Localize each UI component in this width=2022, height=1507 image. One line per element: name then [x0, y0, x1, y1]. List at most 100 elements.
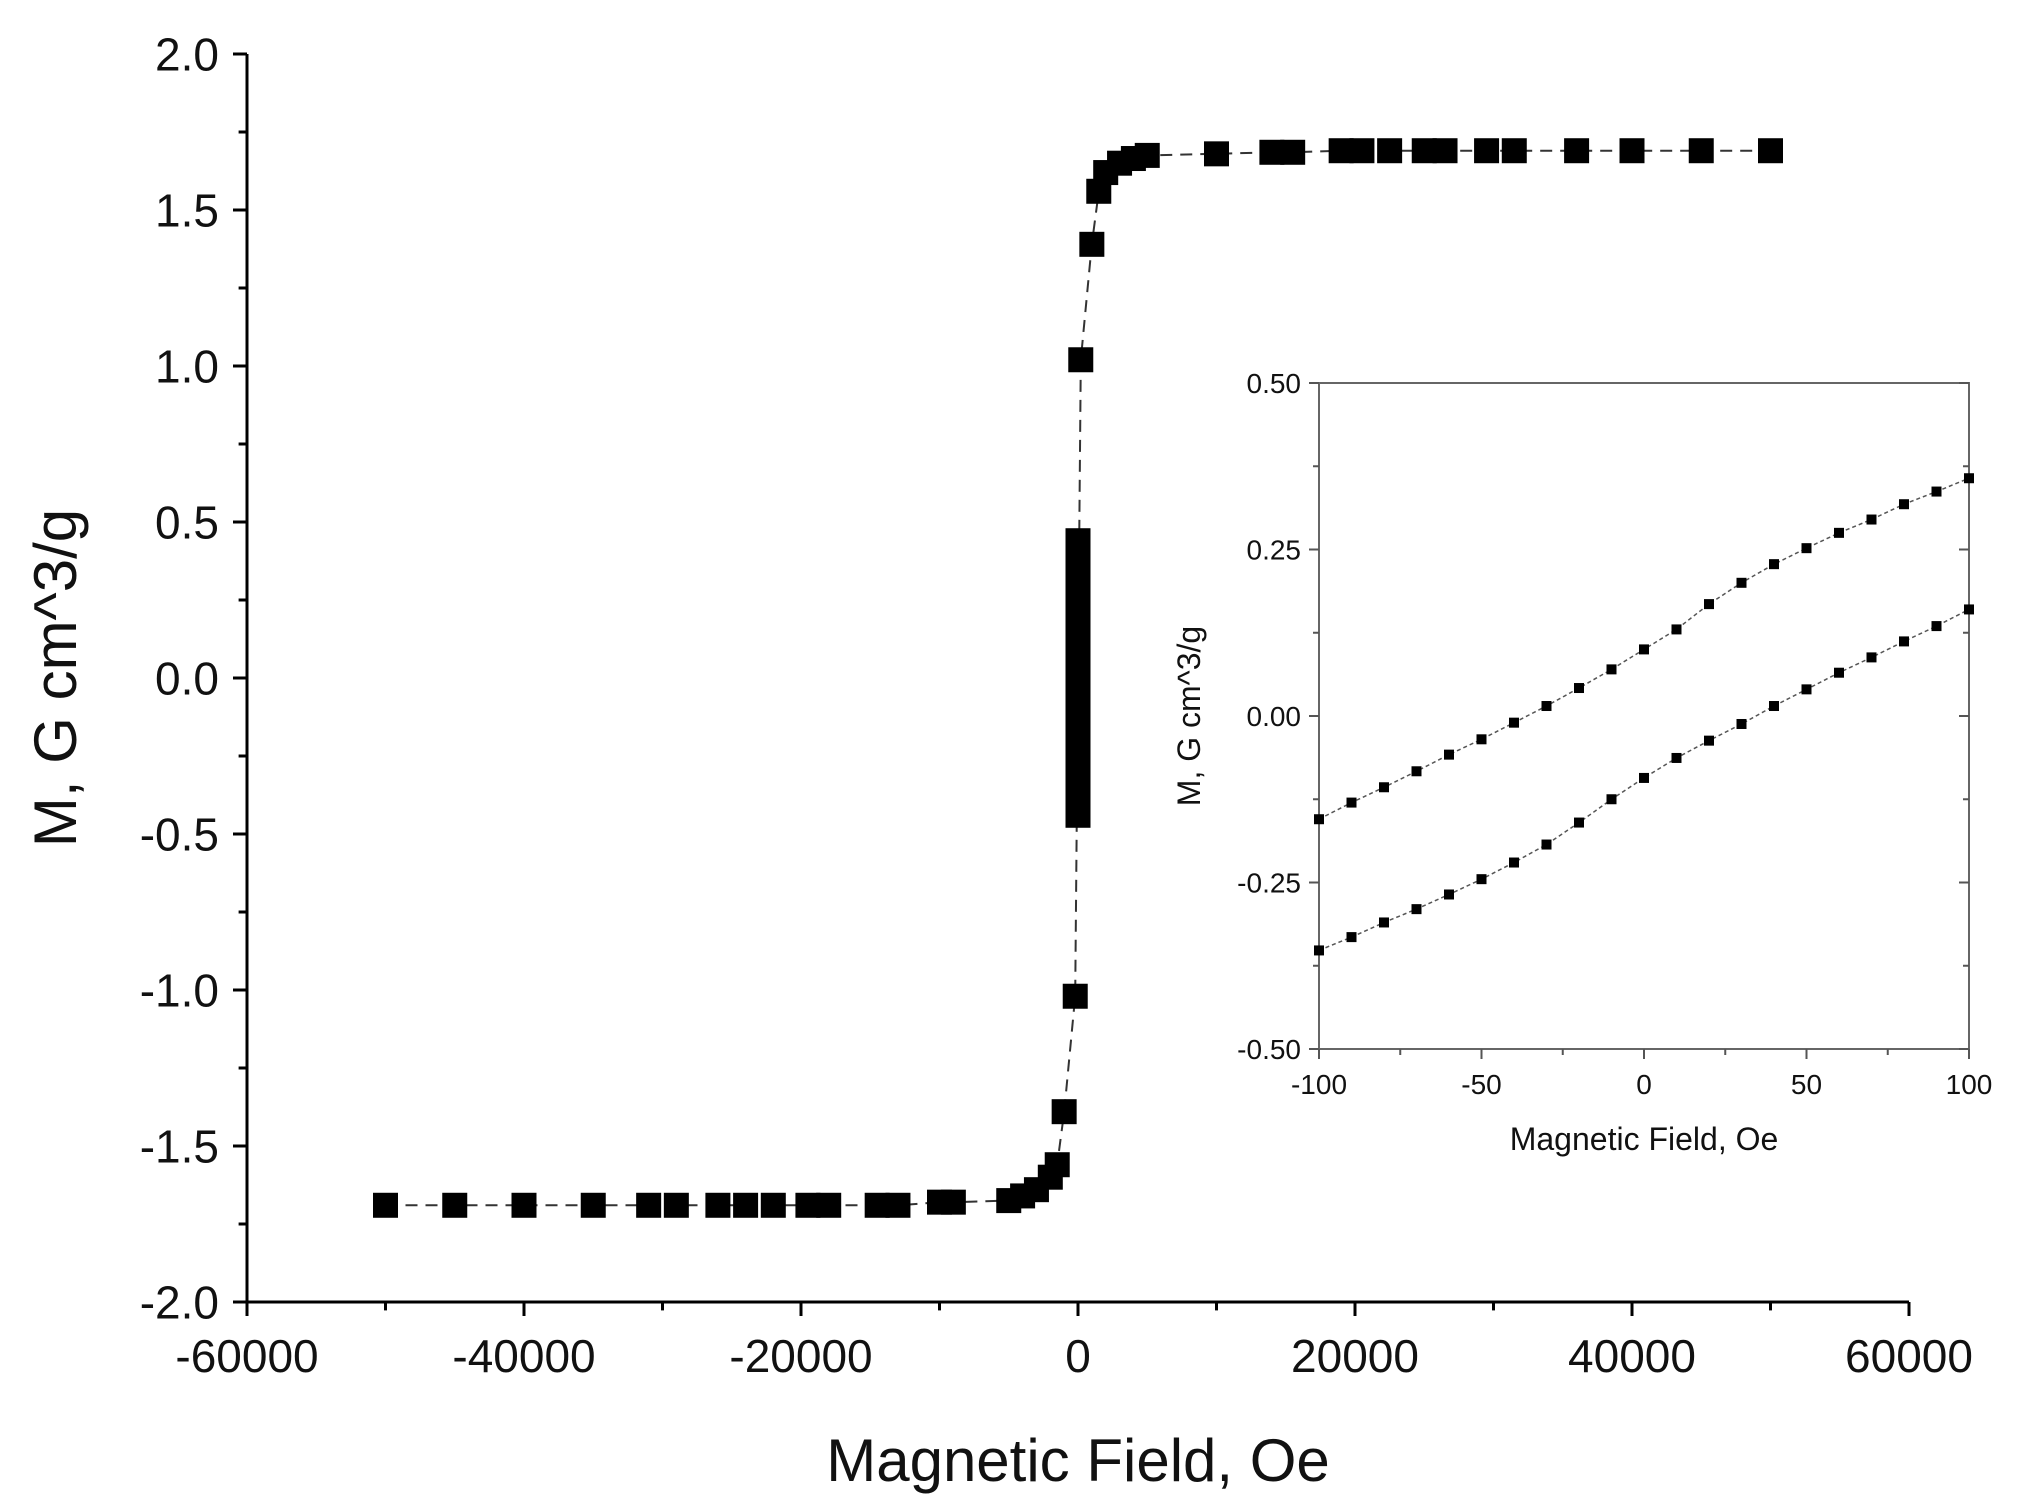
main-y-tick-label: 2.0 [155, 29, 219, 81]
inset-x-tick-label: 0 [1636, 1069, 1652, 1100]
inset-data-point [1379, 917, 1389, 928]
inset-data-point [1444, 749, 1454, 760]
inset-ticks: -100 -50 0 50 100 -0.50 -0.25 0.00 0.25 0.50 [1237, 368, 1992, 1100]
main-y-tick-label: -1.0 [140, 965, 219, 1017]
inset-data-point [1346, 797, 1357, 808]
inset-data-point [1314, 814, 1324, 825]
inset-data-point [1671, 624, 1682, 635]
inset-data-point [1931, 486, 1942, 497]
main-y-tick-label: 0.5 [155, 497, 219, 549]
main-data-point [705, 1192, 731, 1218]
inset-data-point [1866, 652, 1877, 663]
main-data-point [511, 1192, 537, 1218]
main-data-point [580, 1192, 606, 1218]
main-data-point [1377, 138, 1403, 164]
main-x-tick-label: 40000 [1568, 1330, 1696, 1382]
inset-data-point [1541, 701, 1552, 712]
inset-data-point [1476, 734, 1487, 745]
inset-y-axis-label: M, G cm^3/g [1171, 626, 1207, 806]
inset-data-point [1834, 527, 1844, 538]
inset-y-tick-label: -0.25 [1237, 868, 1301, 899]
main-y-tick-label: 1.5 [155, 185, 219, 237]
main-data-point [636, 1192, 662, 1218]
inset-data-point [1704, 735, 1714, 746]
inset-data-point [1346, 932, 1357, 943]
inset-data-point [1801, 684, 1812, 695]
main-data-point [760, 1192, 786, 1218]
inset-markers [1314, 473, 1974, 956]
main-data-point [733, 1192, 759, 1218]
main-data-point [1474, 138, 1500, 164]
main-data-point [1065, 665, 1091, 691]
inset-data-point [1314, 945, 1324, 956]
inset-data-point [1736, 577, 1747, 588]
main-data-point [816, 1192, 842, 1218]
main-data-point [1204, 141, 1229, 167]
inset-data-point [1509, 857, 1519, 868]
inset-data-point [1411, 904, 1422, 915]
inset-x-tick-label: -50 [1461, 1069, 1501, 1100]
inset-y-tick-label: -0.50 [1237, 1034, 1301, 1065]
inset-data-point [1379, 782, 1389, 793]
inset-data-point [1541, 839, 1552, 850]
main-data-point [1758, 138, 1783, 164]
main-x-tick-label: -20000 [729, 1330, 872, 1382]
main-data-point [1051, 1099, 1077, 1125]
inset-data-point [1574, 817, 1584, 828]
main-data-point [1501, 138, 1527, 164]
inset-data-point [1639, 772, 1649, 783]
inset-data-point [1411, 766, 1422, 777]
main-y-tick-label: -2.0 [140, 1277, 219, 1329]
main-data-point [1044, 1152, 1070, 1178]
main-y-tick-label: -1.5 [140, 1121, 219, 1173]
inset-data-point [1639, 644, 1649, 655]
inset-y-tick-label: 0.00 [1247, 701, 1302, 732]
main-y-tick-label: 0.0 [155, 653, 219, 705]
inset-data-point [1769, 559, 1779, 570]
inset-data-point [1736, 718, 1747, 729]
main-y-tick-label: -0.5 [140, 809, 219, 861]
main-data-point [1619, 138, 1645, 164]
inset-frame [1318, 382, 1970, 1050]
main-x-tick-label: -60000 [175, 1330, 318, 1382]
main-data-point [1065, 802, 1091, 828]
inset-x-tick-label: -100 [1291, 1069, 1347, 1100]
main-data-point [442, 1192, 468, 1218]
inset-x-tick-label: 100 [1946, 1069, 1993, 1100]
inset-data-point [1964, 604, 1974, 615]
inset-data-point [1606, 664, 1617, 675]
inset-data-point [1899, 499, 1909, 510]
inset-data-point [1899, 636, 1909, 647]
main-data-point [1564, 138, 1590, 164]
main-data-point [1068, 347, 1094, 373]
inset-data-point [1509, 717, 1519, 728]
main-y-axis-label: M, G cm^3/g [22, 509, 89, 847]
main-x-tick-label: -40000 [452, 1330, 595, 1382]
main-data-point [1280, 139, 1306, 165]
inset-data-point [1931, 621, 1942, 632]
main-markers [373, 138, 1783, 1218]
main-plot: -60000 -40000 -20000 0 20000 40000 60000 -2.0 -1… [22, 29, 1973, 1494]
inset-data-point [1834, 667, 1844, 678]
main-data-point [885, 1192, 911, 1218]
main-data-point [373, 1192, 398, 1218]
main-x-tick-label: 60000 [1845, 1330, 1973, 1382]
main-data-point [1079, 231, 1105, 257]
inset-y-tick-label: 0.25 [1247, 535, 1302, 566]
inset-data-point [1574, 683, 1584, 694]
inset-data-point [1444, 889, 1454, 900]
inset-data-point [1801, 543, 1812, 554]
inset-data-point [1964, 473, 1974, 484]
main-ticks: -60000 -40000 -20000 0 20000 40000 60000 -2.0 -1… [140, 29, 1973, 1382]
main-data-point [1432, 138, 1458, 164]
main-x-tick-label: 0 [1065, 1330, 1091, 1382]
main-y-tick-label: 1.0 [155, 341, 219, 393]
main-data-point [940, 1189, 966, 1215]
inset-data-point [1476, 874, 1487, 885]
inset-data-point [1671, 752, 1682, 763]
main-x-axis-label: Magnetic Field, Oe [826, 1427, 1330, 1494]
main-data-point [1065, 634, 1091, 660]
inset-plot: -100 -50 0 50 100 -0.50 -0.25 0.00 0.25 0.50 Magn… [1171, 368, 1992, 1157]
inset-data-point [1704, 599, 1714, 610]
